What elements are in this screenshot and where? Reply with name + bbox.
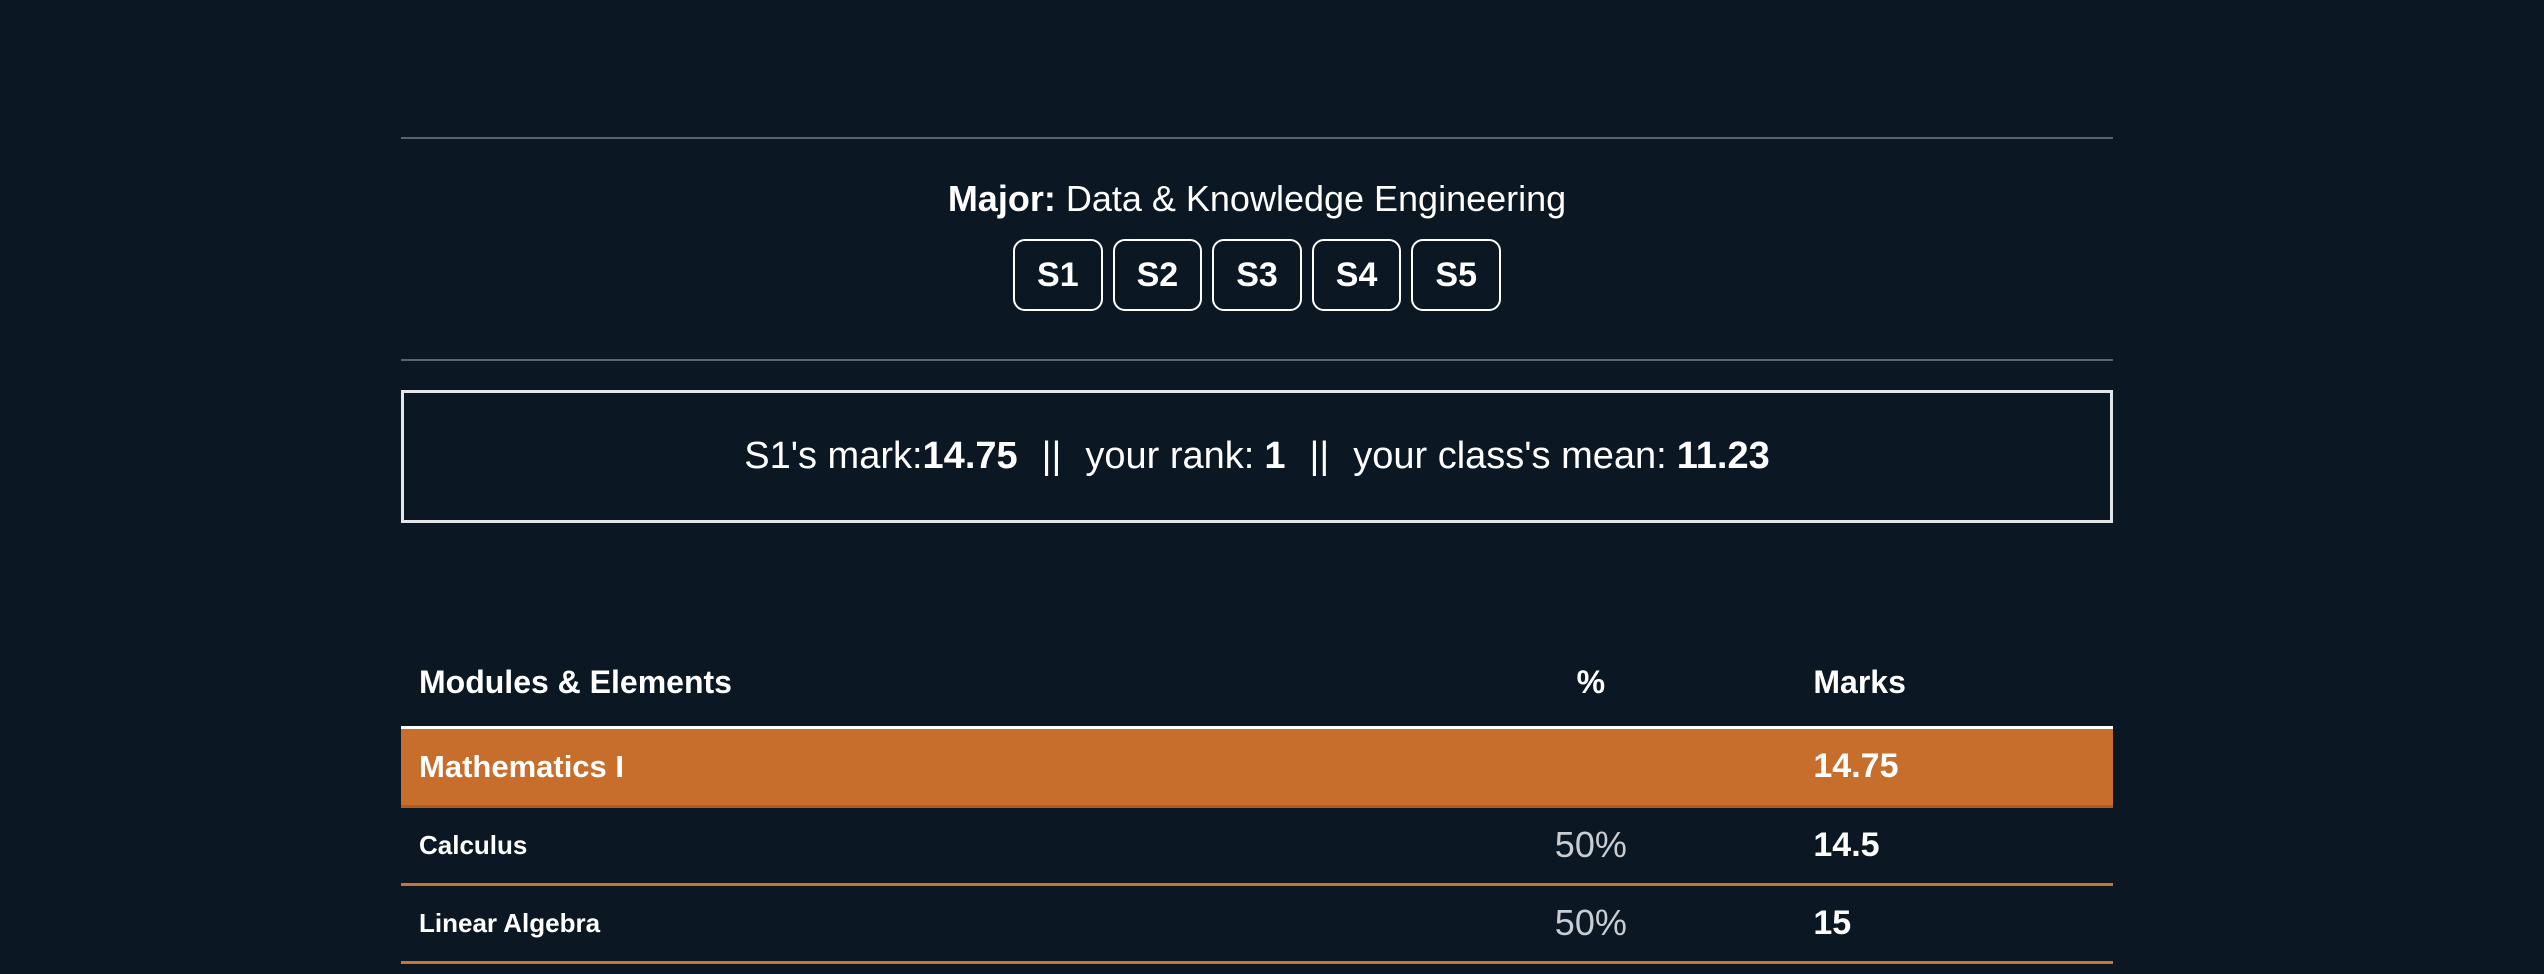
- page: Major: Data & Knowledge Engineering S1 S…: [0, 137, 2514, 964]
- header-marks: Marks: [1813, 663, 1906, 700]
- class-mean-value: 11.23: [1676, 435, 1770, 477]
- element-name-cell: Linear Algebra: [419, 907, 601, 938]
- top-divider: [401, 137, 2113, 139]
- element-marks-cell: 14.5: [1813, 825, 1880, 864]
- table-row-element-calculus: Calculus 50% 14.5: [401, 806, 2113, 884]
- class-mean-label: your class's mean:: [1353, 435, 1667, 477]
- module-marks-cell: 14.75: [1813, 747, 1899, 785]
- semester-button-s2[interactable]: S2: [1112, 239, 1203, 311]
- semester-button-s4[interactable]: S4: [1311, 239, 1402, 311]
- element-name-cell: Calculus: [419, 829, 528, 860]
- header-percent: %: [1576, 663, 1606, 700]
- table-row-element-linear-algebra: Linear Algebra 50% 15: [401, 884, 2113, 962]
- rank-value: 1: [1264, 435, 1286, 477]
- semester-button-s1[interactable]: S1: [1013, 239, 1103, 311]
- semester-button-s3[interactable]: S3: [1212, 239, 1302, 311]
- module-name-cell: Mathematics I: [419, 748, 625, 784]
- element-percent-cell: 50%: [1554, 824, 1627, 865]
- semester-summary-box: S1's mark: 14.75 || your rank: 1 || your c…: [401, 390, 2113, 523]
- header-modules-elements: Modules & Elements: [419, 663, 732, 700]
- semester-selector: S1 S2 S3 S4 S5: [401, 239, 2113, 311]
- major-label: Major:: [947, 178, 1056, 219]
- summary-separator: ||: [1309, 435, 1330, 477]
- element-percent-cell: 50%: [1554, 902, 1627, 943]
- main-container: Major: Data & Knowledge Engineering S1 S…: [401, 137, 2113, 964]
- table-header-row: Modules & Elements % Marks: [401, 639, 2113, 727]
- table-row-module-mathematics-1[interactable]: Mathematics I 14.75: [401, 727, 2113, 806]
- marks-table: Modules & Elements % Marks Mathematics I…: [401, 639, 2113, 964]
- semester-mark-value: 14.75: [922, 435, 1018, 477]
- semester-button-s5[interactable]: S5: [1411, 239, 1501, 311]
- major-value: Data & Knowledge Engineering: [1065, 178, 1567, 219]
- module-percent-cell: [1368, 727, 1813, 806]
- summary-separator: ||: [1041, 435, 1062, 477]
- element-marks-cell: 15: [1813, 903, 1852, 942]
- semester-mark-label: S1's mark:: [744, 435, 923, 477]
- major-line: Major: Data & Knowledge Engineering: [401, 177, 2113, 221]
- mid-divider: [401, 359, 2113, 361]
- rank-label: your rank:: [1085, 435, 1255, 477]
